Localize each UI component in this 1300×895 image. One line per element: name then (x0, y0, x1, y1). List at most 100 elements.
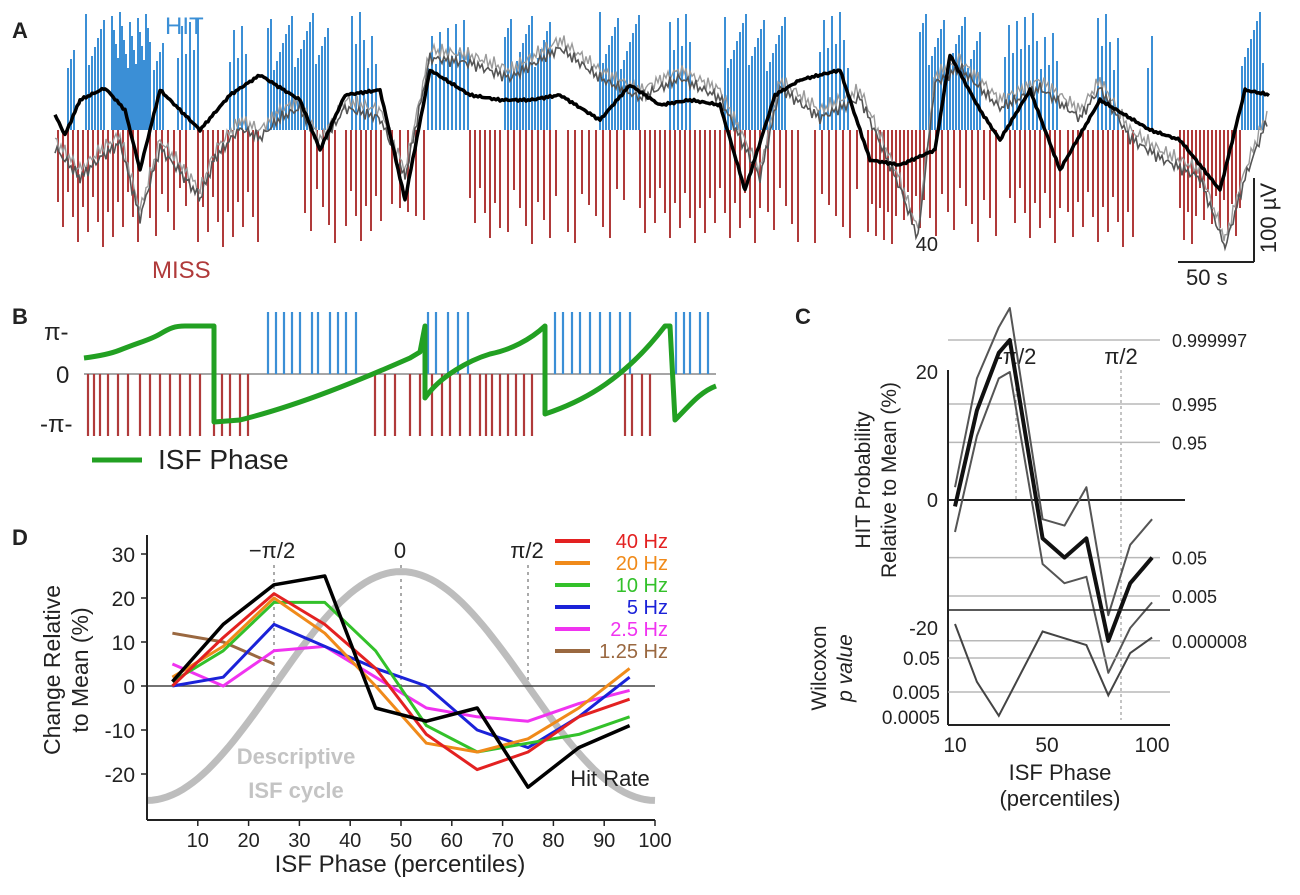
c-xlabel-line1: ISF Phase (1009, 760, 1112, 785)
c-ylabel-line1: HIT Probability (852, 411, 875, 549)
c-threshold-label: 0.995 (1172, 395, 1217, 415)
d-x-tick-label: 70 (491, 830, 513, 852)
c-wilcoxon-label-line2: p value (834, 634, 857, 703)
d-y-tick-label: -20 (105, 764, 135, 787)
d-cycle-label-line2: ISF cycle (248, 778, 343, 803)
d-y-tick-label: -10 (105, 720, 135, 743)
d-x-tick-label: 100 (638, 830, 671, 852)
c-xlabel-line2: (percentiles) (999, 786, 1120, 811)
panel-c-letter: C (795, 304, 811, 329)
d-y-tick-label: 30 (112, 544, 135, 567)
d-x-tick-label: 60 (441, 830, 463, 852)
c-threshold-label: 0.05 (1172, 549, 1207, 569)
d-legend-label: 40 Hz (616, 531, 668, 553)
d-cycle-curve (146, 568, 656, 804)
b-tick-zero: 0 (56, 362, 69, 389)
d-ylabel-line2: to Mean (%) (67, 607, 93, 732)
d-series-2-5-hz (171, 644, 630, 723)
panel-a-letter: A (12, 18, 28, 43)
c-y-tick: 0 (927, 490, 938, 512)
miss-label: MISS (152, 257, 211, 284)
panel-a: A HIT MISS 100 µV 50 s (12, 12, 1281, 290)
panel-b-miss-ticks (86, 374, 652, 436)
isf-phase-legend-label: ISF Phase (158, 444, 289, 475)
c-wilcoxon-tick-0: 0.05 (903, 649, 940, 670)
d-legend-label: 5 Hz (627, 597, 668, 619)
c-y-tick: 20 (916, 362, 938, 384)
c-wilcoxon-line (954, 623, 1153, 718)
c-y-tick: -20 (909, 618, 938, 640)
d-marker-neg-pi-half: −π/2 (249, 538, 295, 563)
d-series-1-25-hz (172, 631, 275, 666)
d-xlabel: ISF Phase (percentiles) (275, 851, 526, 878)
c-ylabel-line2: Relative to Mean (%) (878, 382, 901, 578)
d-series-5-hz (172, 622, 631, 750)
panel-b: B π- 0 -π- ISF Phase (12, 304, 717, 475)
b-tick-pi: π- (44, 319, 69, 346)
d-series-40-hz (171, 592, 631, 772)
d-descriptive-cycle (146, 568, 656, 804)
c-marker-pi-half: π/2 (1104, 344, 1138, 369)
lfp-trace-light (54, 35, 1268, 242)
d-hit-rate-label: Hit Rate (570, 766, 649, 791)
panel-b-hit-ticks (266, 312, 710, 374)
d-ylabel-line1: Change Relative (39, 585, 65, 755)
c-wilcoxon-tick-1: 0.005 (892, 683, 940, 704)
c-series-lower (954, 371, 1153, 674)
d-x-tick-label: 90 (593, 830, 615, 852)
d-marker-lines (273, 565, 529, 686)
isf-phase-trace (83, 323, 717, 425)
c-series (953, 307, 1154, 674)
d-y-ticks: 30 20 10 0 -10 -20 (105, 544, 147, 787)
lfp-trace-dark (54, 44, 1268, 252)
d-x-ticks: 10 20 30 40 50 60 70 80 90 100 (187, 820, 672, 852)
c-y-tick: 40 (916, 234, 938, 256)
b-tick-neg-pi: -π- (40, 411, 73, 438)
c-threshold-label: 0.95 (1172, 433, 1207, 453)
d-legend-label: 1.25 Hz (599, 641, 668, 663)
mean-trace (53, 53, 1271, 202)
d-series-hit-rate (171, 574, 631, 789)
d-x-tick-label: 20 (237, 830, 259, 852)
c-wilcoxon-label-line1: Wilcoxon (808, 625, 831, 710)
d-y-tick-label: 0 (123, 676, 135, 699)
d-x-tick-label: 40 (339, 830, 361, 852)
c-xtick-100: 100 (1134, 734, 1169, 757)
d-cycle-label-line1: Descriptive (237, 744, 356, 769)
d-legend-label: 20 Hz (616, 553, 668, 575)
d-y-tick-label: 10 (112, 632, 135, 655)
d-x-tick-label: 30 (288, 830, 310, 852)
c-threshold-label: 0.999997 (1172, 331, 1247, 351)
d-marker-zero: 0 (394, 538, 406, 563)
panel-a-traces (53, 35, 1271, 252)
d-marker-pi-half: π/2 (510, 538, 544, 563)
c-threshold-label: 0.005 (1172, 587, 1217, 607)
d-legend-label: 10 Hz (616, 575, 668, 597)
panel-c: C -π/2 π/2 0.9999970.9950.950.050.0050.0… (795, 234, 1247, 811)
d-series-10-hz (171, 600, 631, 754)
d-series (171, 574, 631, 789)
c-xtick-50: 50 (1035, 734, 1058, 757)
c-threshold-label: 0.000008 (1172, 632, 1247, 652)
hit-label: HIT (165, 13, 204, 40)
d-legend-label: 2.5 Hz (610, 619, 668, 641)
c-y-ticks: 40 20 0 -20 (909, 234, 938, 640)
d-x-tick-label: 10 (187, 830, 209, 852)
panel-a-miss-ticks (57, 130, 1241, 247)
c-series-mean (953, 338, 1154, 643)
c-xtick-10: 10 (943, 734, 966, 757)
d-x-tick-label: 50 (390, 830, 412, 852)
time-scale-label: 50 s (1186, 265, 1228, 290)
c-wilcoxon-tick-2: 0.0005 (882, 708, 940, 729)
panel-d-letter: D (12, 525, 28, 550)
c-series-upper (954, 307, 1153, 617)
d-y-tick-label: 20 (112, 588, 135, 611)
panel-a-hit-ticks (67, 12, 1264, 130)
d-x-tick-label: 80 (542, 830, 564, 852)
panel-b-letter: B (12, 304, 28, 329)
c-threshold-lines: 0.999997 0.995 0.95 0.05 0.005 0.000008 (948, 331, 1247, 652)
voltage-scale-label: 100 µV (1256, 183, 1281, 253)
